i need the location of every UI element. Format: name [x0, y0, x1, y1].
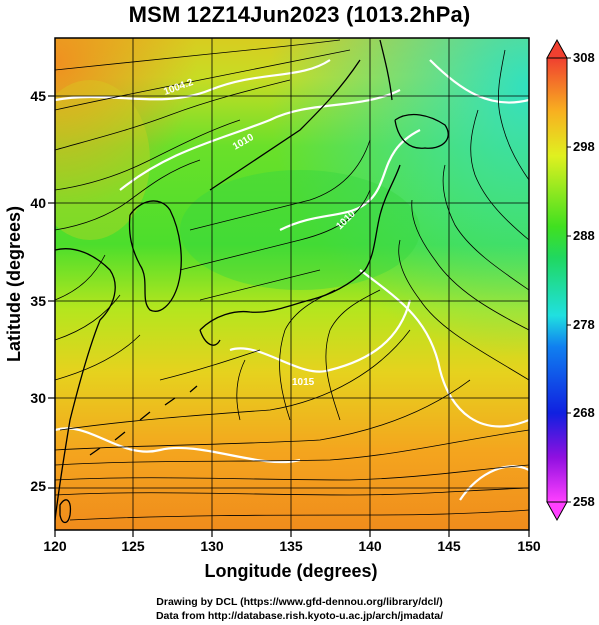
y-tick-label: 25: [30, 478, 46, 494]
x-tick-label: 130: [200, 538, 224, 554]
plot-frame: [54, 37, 530, 531]
y-tick-label: 45: [30, 88, 46, 104]
colorbar-tick-label: 278: [573, 317, 595, 332]
x-tick-label: 150: [517, 538, 541, 554]
y-tick-label: 35: [30, 293, 46, 309]
x-tick-label: 135: [279, 538, 303, 554]
colorbar-tick-label: 308: [573, 50, 595, 65]
grid: [55, 38, 529, 530]
colorbar-max-arrow: [546, 38, 568, 59]
x-tick-label: 140: [358, 538, 382, 554]
contour-label: 1015: [292, 377, 315, 388]
temperature-field: [55, 38, 529, 530]
chart-title: MSM 12Z14Jun2023 (1013.2hPa): [128, 2, 471, 27]
y-axis-label: Latitude (degrees): [4, 206, 24, 362]
colorbar-tick-label: 258: [573, 494, 595, 509]
isobars: [55, 59, 529, 501]
coastlines: [55, 39, 449, 524]
y-tick-label: 30: [30, 390, 46, 406]
x-tick-label: 145: [437, 538, 461, 554]
x-axis-label: Longitude (degrees): [204, 561, 377, 581]
y-tick-label: 40: [30, 195, 46, 211]
credit-line-data: Data from http://database.rish.kyoto-u.a…: [155, 610, 444, 622]
credit-line-drawing: Drawing by DCL (https://www.gfd-dennou.o…: [156, 596, 443, 608]
x-tick-label: 125: [121, 538, 145, 554]
colorbar-tick-label: 298: [573, 139, 595, 154]
x-tick-label: 120: [43, 538, 67, 554]
colorbar-tick-label: 268: [573, 405, 595, 420]
colorbar-tick-label: 288: [573, 228, 595, 243]
colorbar: 308 298 288 278 268 258: [546, 38, 595, 522]
colorbar-min-arrow: [546, 501, 568, 522]
streamlines: [55, 39, 529, 521]
